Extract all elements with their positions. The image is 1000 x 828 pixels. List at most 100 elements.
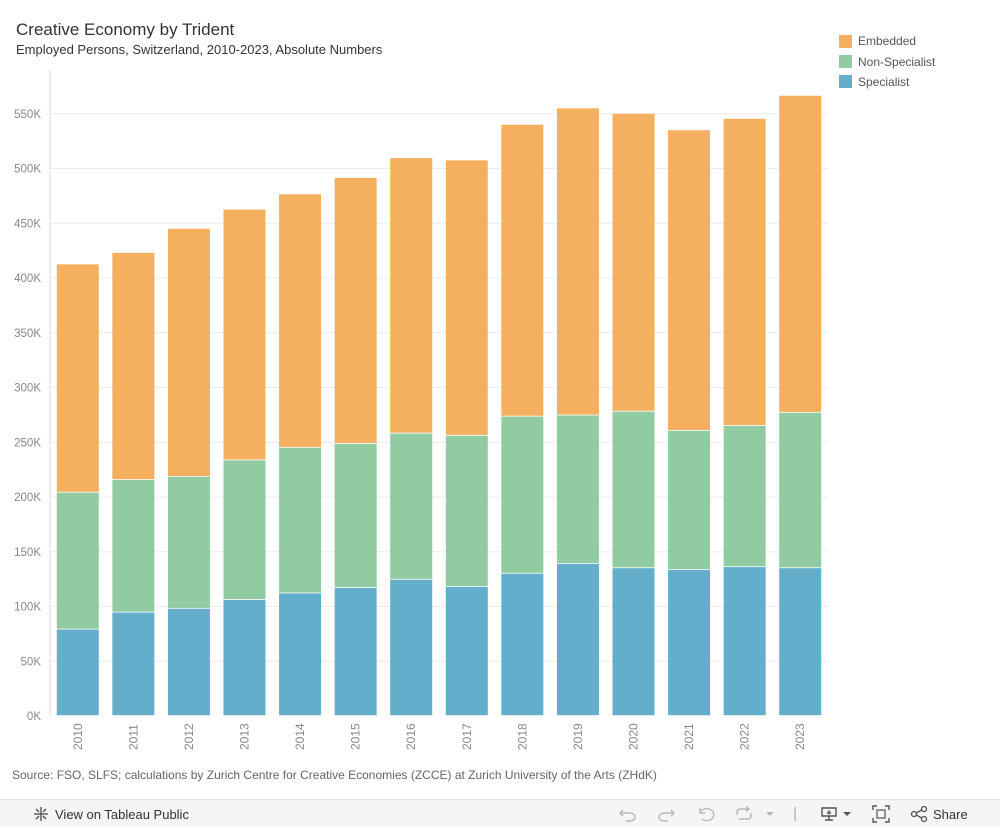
bar-specialist-2021[interactable] xyxy=(668,569,711,716)
bar-specialist-2019[interactable] xyxy=(556,563,599,716)
bar-non-specialist-2017[interactable] xyxy=(445,435,488,586)
download-button[interactable] xyxy=(820,800,852,828)
tableau-toolbar: View on Tableau Public xyxy=(0,799,1000,827)
y-tick-label: 200K xyxy=(14,492,41,504)
source-note: Source: FSO, SLFS; calculations by Zuric… xyxy=(12,768,657,782)
refresh-dropdown-button[interactable] xyxy=(765,800,775,828)
bar-embedded-2023[interactable] xyxy=(779,95,822,412)
refresh-icon xyxy=(735,806,753,822)
y-tick-label: 50K xyxy=(21,656,42,668)
x-tick-label: 2019 xyxy=(571,723,585,750)
bar-embedded-2012[interactable] xyxy=(167,228,210,476)
legend-swatch-non-specialist xyxy=(839,55,852,69)
view-on-tableau-link[interactable]: View on Tableau Public xyxy=(33,800,189,828)
y-tick-label: 250K xyxy=(14,437,41,449)
bar-embedded-2021[interactable] xyxy=(668,130,711,430)
x-tick-label: 2022 xyxy=(738,723,752,750)
legend-item-specialist[interactable]: Specialist xyxy=(839,72,935,92)
bar-embedded-2019[interactable] xyxy=(556,108,599,415)
download-icon xyxy=(820,806,840,822)
bar-specialist-2020[interactable] xyxy=(612,568,655,716)
bar-embedded-2010[interactable] xyxy=(56,264,99,492)
bar-non-specialist-2012[interactable] xyxy=(167,476,210,608)
legend-label-non-specialist: Non-Specialist xyxy=(858,54,936,69)
bar-non-specialist-2015[interactable] xyxy=(334,443,377,588)
bar-specialist-2017[interactable] xyxy=(445,586,488,716)
bar-embedded-2015[interactable] xyxy=(334,177,377,444)
share-button[interactable]: Share xyxy=(910,800,968,828)
stacked-bar-chart: 0K 50K 100K 150K 200K 250K 300K 350K 400K 450K 500… xyxy=(14,70,828,750)
bar-embedded-2017[interactable] xyxy=(445,160,488,435)
x-tick-label: 2014 xyxy=(293,723,307,750)
bar-embedded-2016[interactable] xyxy=(390,158,433,433)
y-tick-label: 400K xyxy=(14,273,41,285)
x-tick-label: 2023 xyxy=(793,723,807,750)
view-on-tableau-label: View on Tableau Public xyxy=(55,806,189,822)
tableau-logo-icon xyxy=(33,806,49,822)
redo-icon xyxy=(657,806,675,822)
bar-embedded-2011[interactable] xyxy=(112,252,155,480)
bar-non-specialist-2019[interactable] xyxy=(556,415,599,564)
legend-item-embedded[interactable]: Embedded xyxy=(839,31,935,51)
bar-specialist-2018[interactable] xyxy=(501,573,544,716)
bar-specialist-2012[interactable] xyxy=(167,608,210,716)
bar-non-specialist-2011[interactable] xyxy=(112,480,155,612)
bar-non-specialist-2021[interactable] xyxy=(668,430,711,570)
bar-non-specialist-2010[interactable] xyxy=(56,492,99,629)
undo-button[interactable] xyxy=(619,800,637,828)
x-tick-label: 2010 xyxy=(71,723,85,750)
bar-specialist-2013[interactable] xyxy=(223,599,266,716)
y-tick-label: 450K xyxy=(14,218,41,230)
bar-non-specialist-2023[interactable] xyxy=(779,412,822,568)
bar-non-specialist-2018[interactable] xyxy=(501,416,544,573)
y-tick-label: 500K xyxy=(14,164,41,176)
bar-specialist-2022[interactable] xyxy=(723,567,766,716)
legend-swatch-specialist xyxy=(839,75,852,89)
bar-non-specialist-2020[interactable] xyxy=(612,411,655,568)
toolbar-divider xyxy=(794,800,796,828)
bar-non-specialist-2016[interactable] xyxy=(390,433,433,579)
refresh-button[interactable] xyxy=(735,800,753,828)
y-tick-label: 150K xyxy=(14,547,41,559)
legend-label-embedded: Embedded xyxy=(858,34,917,49)
bar-non-specialist-2022[interactable] xyxy=(723,425,766,567)
fullscreen-button[interactable] xyxy=(872,800,890,828)
legend-label-specialist: Specialist xyxy=(858,74,910,89)
x-tick-label: 2016 xyxy=(404,723,418,750)
download-chevron-down-icon xyxy=(842,810,852,818)
x-tick-label: 2020 xyxy=(627,723,641,750)
bar-non-specialist-2014[interactable] xyxy=(279,447,322,593)
revert-icon xyxy=(698,806,716,822)
bar-specialist-2014[interactable] xyxy=(279,593,322,716)
bar-embedded-2022[interactable] xyxy=(723,118,766,426)
bar-specialist-2016[interactable] xyxy=(390,579,433,716)
bar-specialist-2015[interactable] xyxy=(334,587,377,716)
chart-title: Creative Economy by Trident xyxy=(16,20,235,39)
bar-embedded-2018[interactable] xyxy=(501,124,544,416)
revert-button[interactable] xyxy=(698,800,716,828)
share-icon xyxy=(910,806,928,822)
x-tick-label: 2012 xyxy=(182,723,196,750)
bar-specialist-2023[interactable] xyxy=(779,568,822,716)
legend-item-non-specialist[interactable]: Non-Specialist xyxy=(839,51,935,71)
bar-non-specialist-2013[interactable] xyxy=(223,460,266,600)
x-tick-label: 2017 xyxy=(460,723,474,750)
bar-embedded-2020[interactable] xyxy=(612,113,655,411)
share-label: Share xyxy=(933,806,968,822)
bar-embedded-2014[interactable] xyxy=(279,194,322,447)
x-tick-label: 2018 xyxy=(515,723,529,750)
x-tick-label: 2015 xyxy=(349,723,363,750)
chevron-down-icon xyxy=(765,810,775,818)
undo-icon xyxy=(619,806,637,822)
fullscreen-icon xyxy=(872,805,890,823)
x-tick-label: 2013 xyxy=(238,723,252,750)
bar-specialist-2011[interactable] xyxy=(112,612,155,716)
y-tick-label: 550K xyxy=(14,109,41,121)
y-tick-label: 300K xyxy=(14,383,41,395)
legend: Embedded Non-Specialist Specialist xyxy=(839,31,935,92)
x-tick-label: 2011 xyxy=(126,724,140,750)
x-tick-label: 2021 xyxy=(682,723,696,750)
redo-button[interactable] xyxy=(657,800,675,828)
bar-embedded-2013[interactable] xyxy=(223,209,266,460)
bar-specialist-2010[interactable] xyxy=(56,629,99,716)
